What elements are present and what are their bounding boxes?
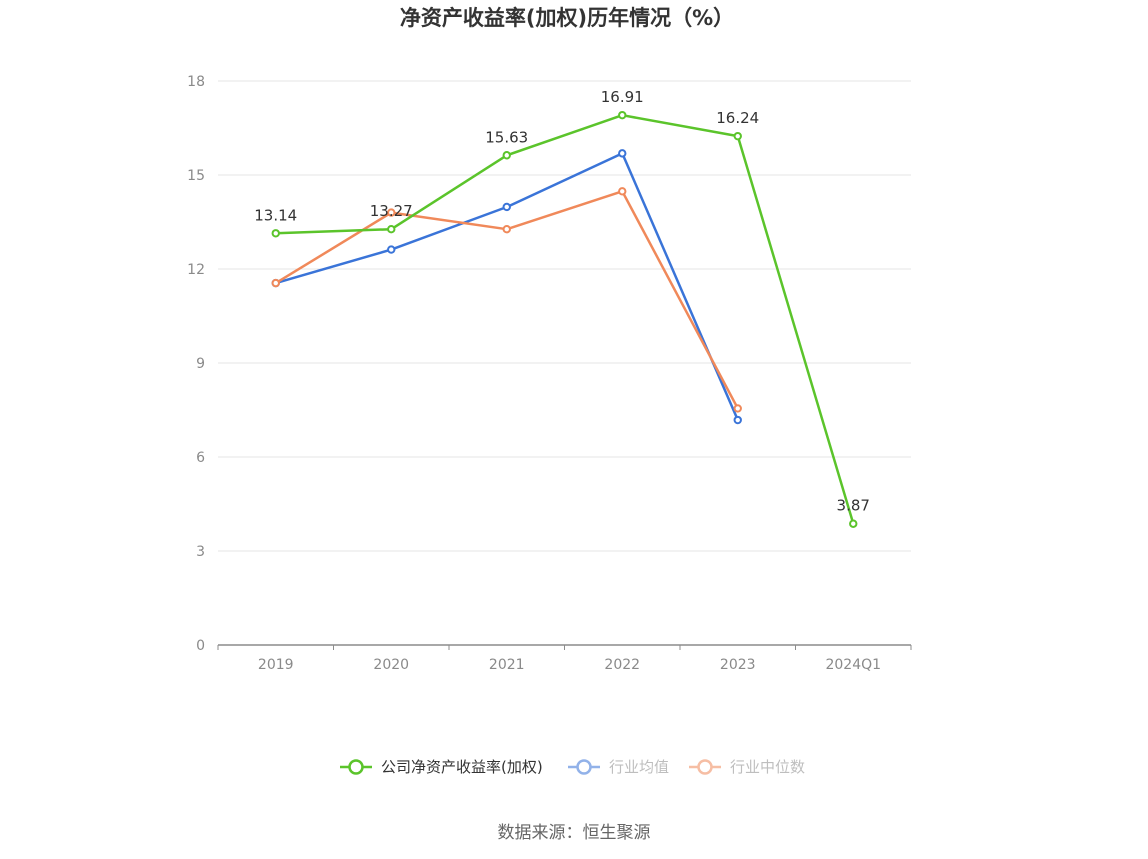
data-point (502, 202, 511, 212)
y-axis: 0 3 6 9 12 15 18 (187, 74, 205, 654)
data-point (618, 187, 627, 196)
series-1 (271, 149, 742, 425)
series-line (275, 190, 739, 409)
data-point (849, 519, 858, 528)
data-point (271, 278, 280, 288)
data-label: 16.91 (601, 88, 644, 106)
data-point (618, 110, 627, 120)
series-line (275, 113, 855, 525)
series-line (275, 152, 739, 421)
x-tick-label: 2020 (373, 657, 409, 673)
legend-label: 公司净资产收益率(加权) (381, 758, 543, 776)
y-tick-label: 6 (196, 450, 205, 466)
source-text: 数据来源：恒生聚源 (498, 823, 651, 843)
legend-marker (348, 759, 364, 775)
data-label: 13.14 (254, 206, 297, 224)
y-tick-label: 0 (196, 638, 205, 654)
data-point (502, 151, 511, 160)
data-point (387, 208, 396, 217)
data-point (271, 229, 280, 238)
x-tick-label: 2019 (258, 657, 294, 673)
data-point (733, 131, 742, 141)
series-0: 13.14 13.27 15.63 16.91 16.24 3.87 (254, 88, 870, 528)
data-point (502, 225, 511, 234)
legend-marker (697, 759, 713, 775)
legend-item-2: 行业中位数 (689, 758, 805, 776)
chart-title: 净资产收益率(加权)历年情况（%） (400, 6, 734, 30)
legend-label: 行业均值 (609, 758, 669, 776)
series-layer: 13.14 13.27 15.63 16.91 16.24 3.87 (254, 88, 870, 528)
y-tick-label: 9 (196, 356, 205, 372)
data-label: 15.63 (485, 128, 528, 146)
data-point (733, 404, 742, 413)
data-point (618, 149, 627, 158)
grid-lines (218, 80, 911, 552)
legend-marker (576, 759, 592, 775)
data-point (733, 415, 742, 425)
y-tick-label: 3 (196, 544, 205, 560)
data-point (387, 225, 396, 234)
legend-item-0: 公司净资产收益率(加权) (340, 758, 543, 776)
x-tick-label: 2024Q1 (825, 657, 881, 673)
x-tick-label: 2023 (720, 657, 756, 673)
y-tick-label: 12 (187, 262, 205, 278)
data-point (387, 245, 396, 254)
series-2 (271, 187, 742, 413)
y-tick-label: 15 (187, 168, 205, 184)
legend-label: 行业中位数 (730, 758, 805, 776)
legend: 公司净资产收益率(加权) 行业均值 行业中位数 (340, 758, 805, 776)
legend-item-1: 行业均值 (568, 758, 669, 776)
data-label: 13.27 (370, 202, 413, 220)
data-label: 3.87 (837, 497, 870, 515)
x-tick-label: 2021 (489, 657, 525, 673)
x-tick-label: 2022 (604, 657, 640, 673)
y-tick-label: 18 (187, 74, 205, 90)
x-axis: 2019 2020 2021 2022 2023 2024Q1 (217, 645, 912, 673)
data-label: 16.24 (716, 109, 759, 127)
